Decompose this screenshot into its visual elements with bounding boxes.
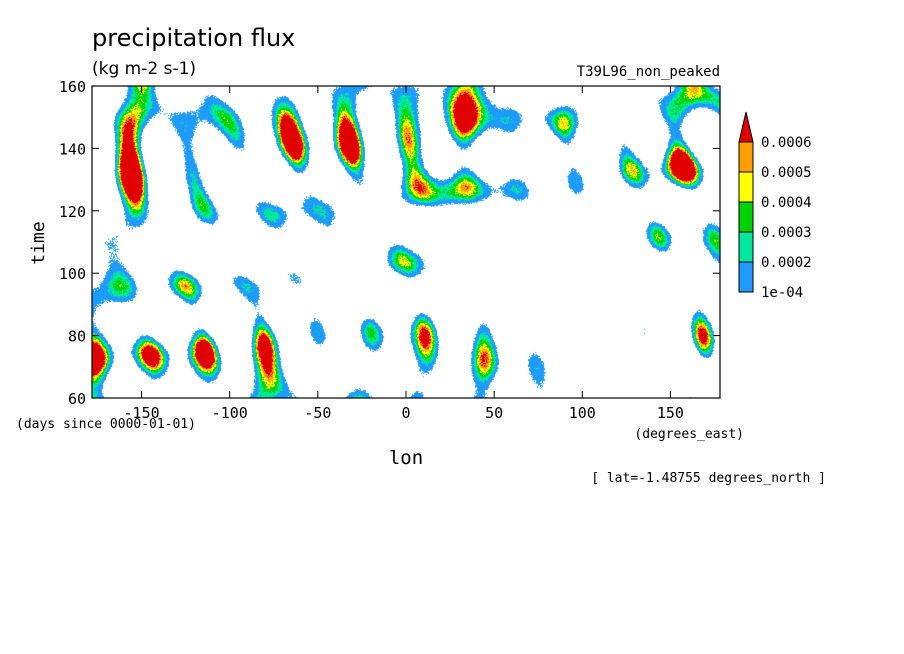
colorbar-label: 0.0003 [761, 225, 812, 241]
colorbar-label: 0.0004 [761, 195, 812, 211]
colorbar-extend-arrow [738, 111, 754, 143]
x-tick-label: 50 [485, 404, 503, 422]
colorbar-box [738, 201, 754, 233]
x-axis-label: lon [389, 447, 423, 469]
dataset-label: T39L96_non_peaked [577, 64, 720, 80]
chart-units: (kg m-2 s-1) [92, 59, 196, 79]
colorbar-box [738, 171, 754, 203]
x-tick-label: 100 [569, 404, 596, 422]
colorbar-label: 0.0002 [761, 255, 812, 271]
precipitation-field [92, 86, 720, 398]
y-axis: 60 80 100 120 140 160 [59, 78, 720, 408]
y-tick-label: 120 [59, 203, 86, 221]
x-axis: -150 -100 -50 0 50 100 150 [124, 86, 684, 422]
x-tick-label: 0 [401, 404, 410, 422]
precipitation-shading [92, 86, 720, 398]
y-tick-label: 80 [68, 328, 86, 346]
colorbar-box [738, 141, 754, 173]
chart-title: precipitation flux [92, 24, 295, 52]
x-axis-units: (degrees_east) [634, 427, 744, 442]
colorbar-box [738, 261, 754, 293]
colorbar: 1e-04 0.0002 0.0003 0.0004 0.0005 0.0006 [738, 111, 812, 301]
y-axis-units: (days since 0000-01-01) [16, 417, 196, 432]
x-tick-label: -150 [124, 404, 160, 422]
x-tick-label: -100 [212, 404, 248, 422]
y-tick-label: 140 [59, 140, 86, 158]
y-tick-label: 100 [59, 265, 86, 283]
colorbar-label: 0.0005 [761, 165, 812, 181]
y-tick-label: 160 [59, 78, 86, 96]
y-tick-label: 60 [68, 390, 86, 408]
x-tick-label: 150 [657, 404, 684, 422]
x-tick-label: -50 [304, 404, 331, 422]
y-axis-label: time [28, 221, 49, 264]
colorbar-box [738, 231, 754, 263]
latitude-note: [ lat=-1.48755 degrees_north ] [591, 471, 826, 486]
colorbar-label: 1e-04 [761, 285, 803, 301]
colorbar-label: 0.0006 [761, 135, 812, 151]
